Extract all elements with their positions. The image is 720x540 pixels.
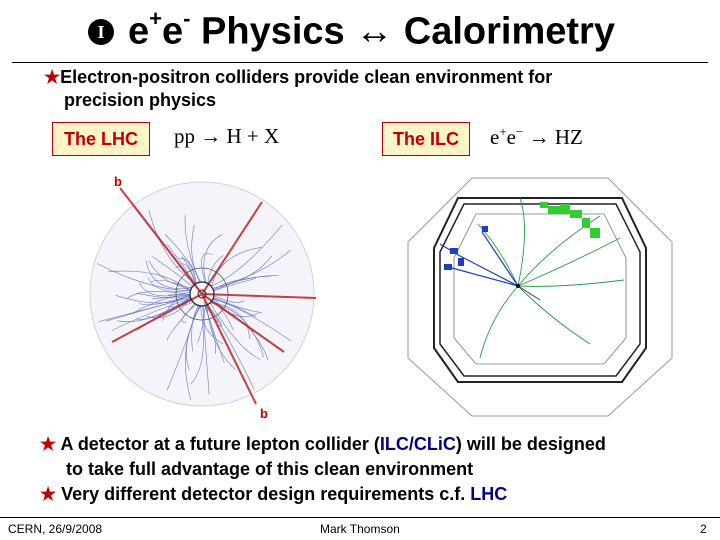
footer-divider	[0, 517, 720, 518]
track-line	[108, 270, 191, 292]
track-line	[162, 298, 193, 322]
track-line	[212, 255, 273, 289]
track-line	[97, 263, 191, 291]
bullet-intro: ★Electron-positron colliders provide cle…	[44, 67, 553, 110]
track-line	[130, 295, 191, 315]
double-arrow-icon: ↔	[355, 10, 394, 53]
star-bullet-icon: ★	[44, 67, 61, 87]
jet-label-b-top: b	[114, 174, 122, 189]
slide-title: I e+e- Physics ↔ Calorimetry	[88, 6, 615, 54]
track-line	[150, 279, 191, 292]
track-line	[207, 304, 255, 390]
track-line	[211, 247, 262, 287]
track-line	[166, 303, 196, 341]
track-line	[186, 305, 201, 370]
ilc-label-box: The ILC	[382, 122, 470, 156]
track-line	[152, 294, 191, 300]
track-line	[166, 305, 199, 391]
bullet-requirements: ★ Very different detector design require…	[40, 484, 508, 504]
jet-label-b-bottom: b	[260, 406, 268, 421]
section-number-badge: I	[88, 19, 114, 45]
track-line	[203, 234, 223, 283]
title-divider	[12, 62, 708, 63]
title-text: e+e- Physics ↔ Calorimetry	[128, 6, 615, 53]
track-line	[127, 291, 191, 299]
lhc-label-box: The LHC	[52, 122, 150, 156]
footer-page-number: 2	[700, 522, 707, 536]
track-line	[202, 305, 210, 395]
track-line	[179, 258, 196, 284]
track-line	[197, 305, 205, 343]
track-line	[213, 298, 256, 318]
track-line	[213, 275, 271, 292]
footer-date: CERN, 26/9/2008	[8, 522, 103, 536]
footer-author: Mark Thomson	[320, 522, 400, 536]
ilc-formula: e+e− → HZ	[490, 124, 583, 149]
track-line	[152, 256, 193, 287]
track-line	[212, 299, 292, 342]
track-line	[205, 305, 225, 363]
track-line	[203, 304, 224, 345]
track-line	[213, 297, 259, 317]
track-line	[115, 293, 191, 304]
star-bullet-icon: ★	[40, 434, 61, 454]
track-line	[167, 294, 191, 296]
track-line	[139, 282, 191, 297]
track-line	[145, 260, 192, 289]
track-line	[210, 224, 283, 287]
track-line	[201, 253, 213, 283]
track-line	[181, 304, 197, 323]
track-line	[148, 209, 196, 285]
track-line	[191, 224, 201, 283]
track-line	[206, 304, 236, 370]
lhc-formula: pp → H + X	[174, 124, 280, 148]
track-line	[213, 295, 245, 303]
track-line	[111, 298, 191, 331]
bullet-list: ★ A detector at a future lepton collider…	[40, 432, 720, 507]
track-line	[207, 254, 224, 284]
track-line	[190, 305, 204, 385]
track-line	[204, 305, 216, 355]
ilc-event-display	[407, 177, 673, 417]
track-line	[184, 214, 200, 283]
star-bullet-icon: ★	[40, 484, 62, 504]
track-line	[182, 263, 196, 285]
track-line	[148, 260, 192, 288]
track-line	[209, 302, 261, 360]
bullet-detector: ★ A detector at a future lepton collider…	[40, 434, 606, 454]
track-line	[213, 274, 279, 292]
lhc-event-display: b b	[89, 174, 317, 421]
track-line	[147, 277, 191, 292]
